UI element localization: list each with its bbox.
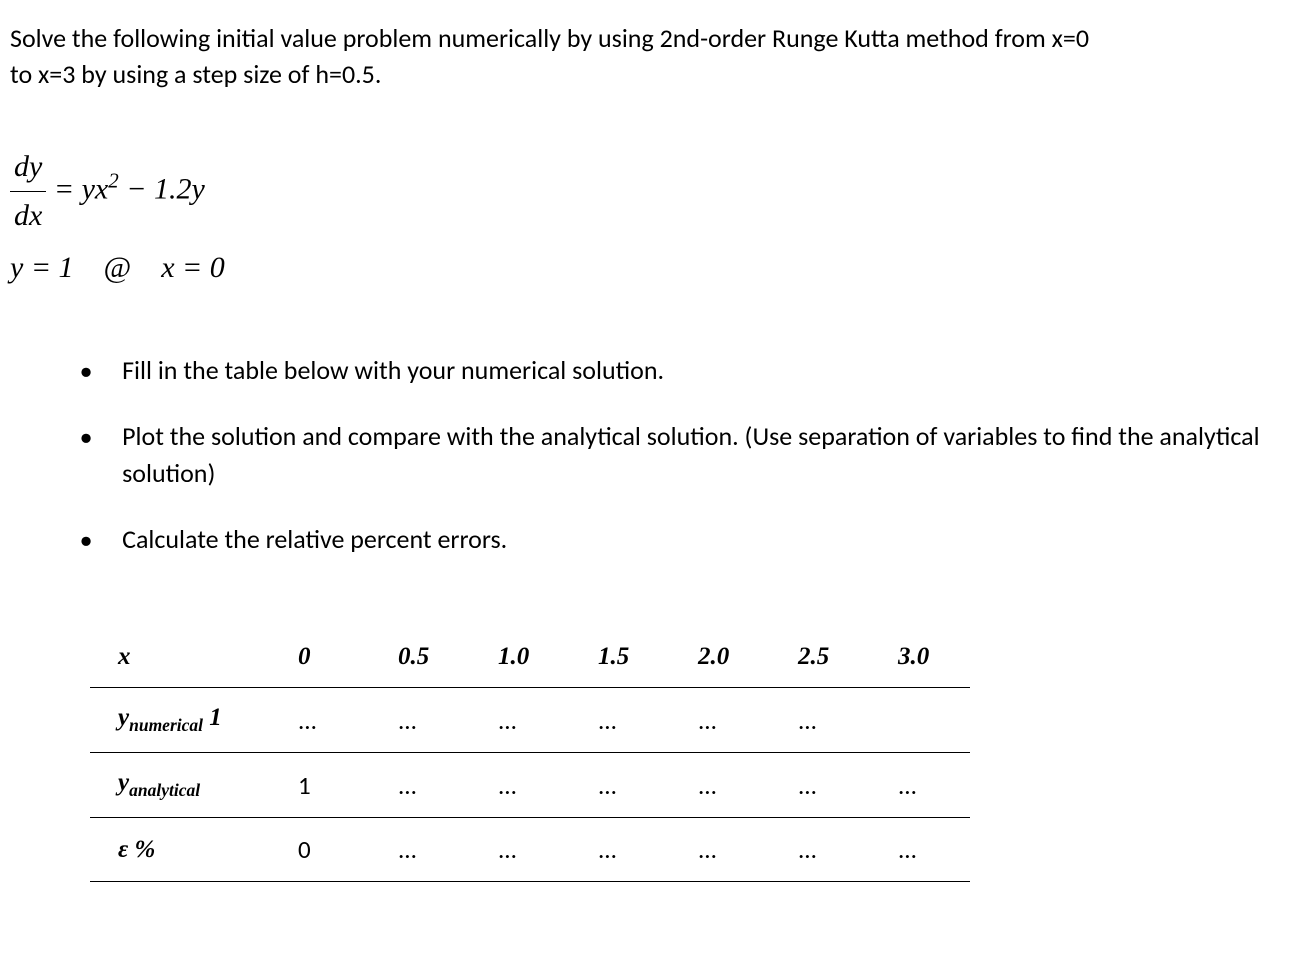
fraction-num: dy: [10, 143, 46, 192]
table-row-analytical: yanalytical 1 ... ... ... ... ... ...: [90, 753, 970, 818]
bullet-text: Calculate the relative percent errors.: [122, 521, 507, 557]
cell-value: ...: [770, 753, 870, 818]
x-value: 1.0: [470, 627, 570, 688]
x-value: 0.5: [370, 627, 470, 688]
results-table-container: x 0 0.5 1.0 1.5 2.0 2.5 3.0 ynumerical 1…: [90, 627, 1296, 882]
cell-value: ...: [670, 753, 770, 818]
cell-value: ...: [470, 753, 570, 818]
cell-value: ...: [270, 688, 370, 753]
cell-value: ...: [770, 818, 870, 882]
label-epsilon: ε %: [118, 836, 155, 863]
ic-x: x = 0: [161, 251, 225, 284]
rhs-part1: = yx: [54, 172, 108, 205]
label-sub: analytical: [129, 780, 200, 800]
bullet-dot-icon: ●: [80, 424, 92, 452]
cell-value: ...: [870, 753, 970, 818]
equation-block: dy dx = yx2 − 1.2y y = 1 @ x = 0: [10, 143, 1296, 292]
cell-value: ...: [470, 818, 570, 882]
problem-line1: Solve the following initial value proble…: [10, 22, 1089, 54]
fraction-dydx: dy dx: [10, 143, 46, 240]
fraction-den: dx: [10, 192, 46, 240]
ic-y: y = 1: [10, 251, 74, 284]
bullet-text: Plot the solution and compare with the a…: [122, 418, 1296, 491]
row-label-numerical: ynumerical 1: [90, 688, 270, 753]
cell-value: 0: [270, 818, 370, 882]
cell-value: ...: [570, 688, 670, 753]
label-y: y: [118, 769, 129, 796]
cell-value: [870, 688, 970, 753]
table-row-error: ε % 0 ... ... ... ... ... ...: [90, 818, 970, 882]
ic-at: @: [104, 251, 132, 284]
x-value: 3.0: [870, 627, 970, 688]
problem-statement: Solve the following initial value proble…: [10, 20, 1296, 93]
cell-value: ...: [670, 688, 770, 753]
bullet-item: ● Calculate the relative percent errors.: [80, 521, 1296, 557]
row-label-analytical: yanalytical: [90, 753, 270, 818]
results-table: x 0 0.5 1.0 1.5 2.0 2.5 3.0 ynumerical 1…: [90, 627, 970, 882]
bullet-item: ● Plot the solution and compare with the…: [80, 418, 1296, 491]
ode-equation: dy dx = yx2 − 1.2y: [10, 143, 1296, 240]
cell-value: 1: [270, 753, 370, 818]
rhs-exponent: 2: [108, 168, 119, 192]
bullet-dot-icon: ●: [80, 527, 92, 555]
problem-line2: to x=3 by using a step size of h=0.5.: [10, 58, 381, 90]
x-value: 2.0: [670, 627, 770, 688]
initial-condition: y = 1 @ x = 0: [10, 244, 1296, 292]
label-y: y: [118, 704, 129, 731]
bullet-list: ● Fill in the table below with your nume…: [80, 352, 1296, 558]
label-after: 1: [203, 704, 222, 731]
table-header-row: x 0 0.5 1.0 1.5 2.0 2.5 3.0: [90, 627, 970, 688]
cell-value: ...: [870, 818, 970, 882]
header-label-x: x: [90, 627, 270, 688]
cell-value: ...: [570, 753, 670, 818]
bullet-dot-icon: ●: [80, 358, 92, 386]
bullet-item: ● Fill in the table below with your nume…: [80, 352, 1296, 388]
cell-value: ...: [770, 688, 870, 753]
x-value: 0: [270, 627, 370, 688]
label-sub: numerical: [129, 715, 203, 735]
cell-value: ...: [370, 753, 470, 818]
cell-value: ...: [470, 688, 570, 753]
cell-value: ...: [670, 818, 770, 882]
x-value: 1.5: [570, 627, 670, 688]
x-value: 2.5: [770, 627, 870, 688]
cell-value: ...: [570, 818, 670, 882]
cell-value: ...: [370, 818, 470, 882]
bullet-text: Fill in the table below with your numeri…: [122, 352, 664, 388]
rhs-part2: − 1.2y: [119, 172, 205, 205]
row-label-error: ε %: [90, 818, 270, 882]
cell-value: ...: [370, 688, 470, 753]
table-row-numerical: ynumerical 1 ... ... ... ... ... ...: [90, 688, 970, 753]
